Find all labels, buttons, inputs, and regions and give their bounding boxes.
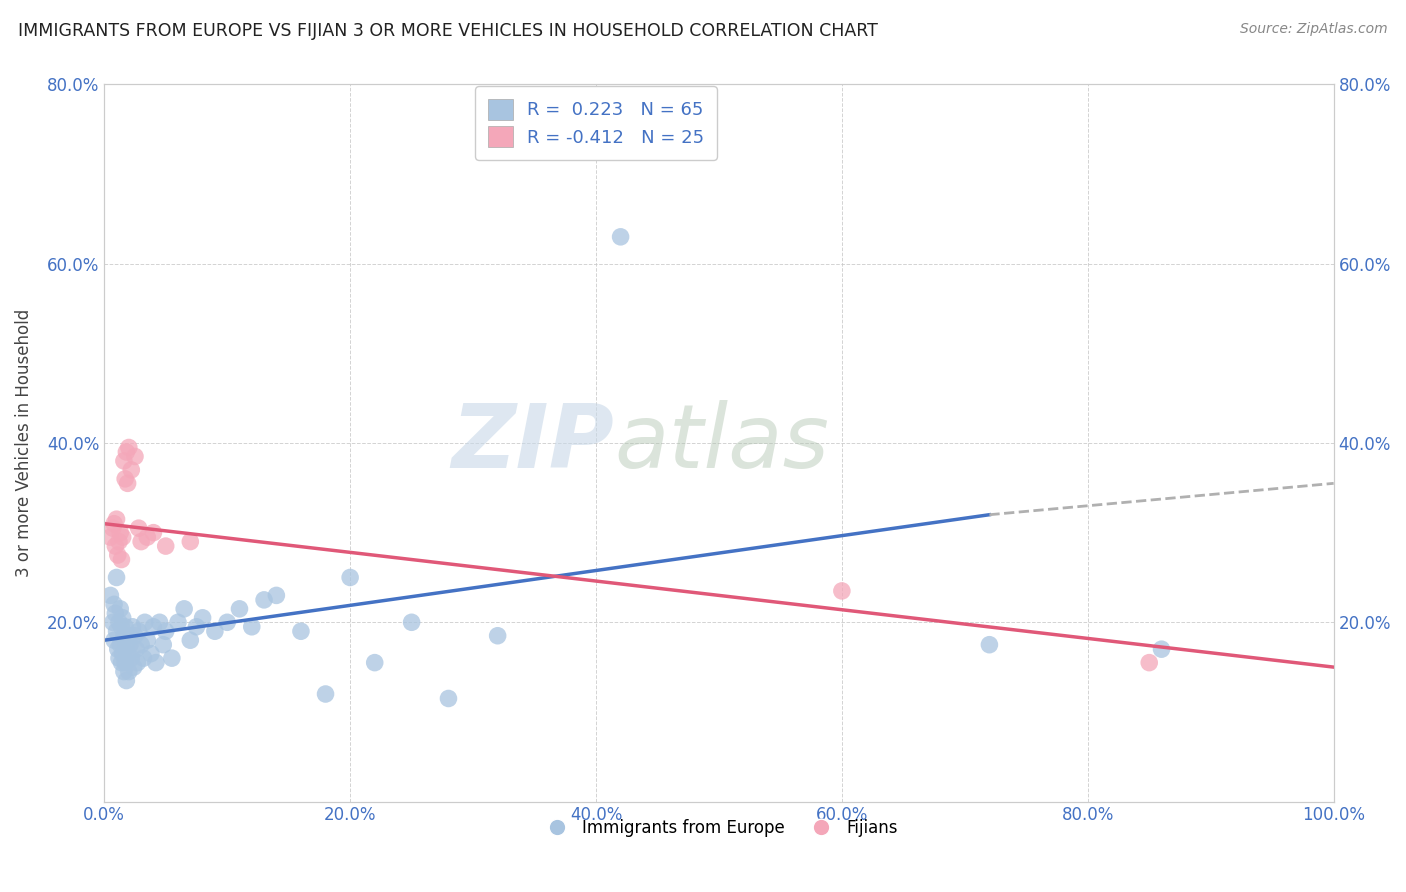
Point [105,512,128,526]
Point [114,620,136,634]
Point [401,615,423,630]
Point [128,521,150,535]
Point [100,530,122,544]
Point [120,651,142,665]
Point [125,642,148,657]
Point [155,539,177,553]
Point [110,552,132,566]
Point [129,638,152,652]
Point [120,463,142,477]
Point [266,588,288,602]
Point [979,638,1001,652]
Point [108,534,131,549]
Point [112,665,135,679]
Point [110,620,132,634]
Point [110,525,132,540]
Point [129,534,152,549]
Point [110,656,132,670]
Point [108,651,131,665]
Legend: Immigrants from Europe, Fijians: Immigrants from Europe, Fijians [533,812,904,844]
Point [160,651,183,665]
Point [228,602,250,616]
Point [290,624,312,639]
Point [437,691,460,706]
Point [152,638,174,652]
Point [124,629,146,643]
Point [117,647,139,661]
Point [155,624,177,639]
Point [118,441,141,455]
Point [134,615,156,630]
Point [315,687,337,701]
Point [111,611,134,625]
Point [145,656,167,670]
Point [107,548,129,562]
Point [173,602,195,616]
Point [364,656,387,670]
Point [103,516,125,531]
Point [111,530,134,544]
Y-axis label: 3 or more Vehicles in Household: 3 or more Vehicles in Household [15,309,32,577]
Point [122,660,145,674]
Point [104,607,127,621]
Point [142,525,165,540]
Point [103,633,125,648]
Point [117,476,139,491]
Point [105,624,128,639]
Point [186,620,208,634]
Point [167,615,190,630]
Point [136,633,159,648]
Text: atlas: atlas [614,400,830,486]
Point [100,588,122,602]
Point [101,521,124,535]
Point [139,647,162,661]
Point [179,534,201,549]
Point [128,624,150,639]
Point [121,620,143,634]
Point [120,638,142,652]
Point [114,472,136,486]
Point [148,615,170,630]
Point [486,629,509,643]
Point [115,673,138,688]
Point [253,593,276,607]
Text: ZIP: ZIP [451,400,614,486]
Point [609,230,631,244]
Point [127,656,149,670]
Point [142,620,165,634]
Point [115,445,138,459]
Point [104,539,127,553]
Point [112,629,135,643]
Point [110,638,132,652]
Point [339,570,361,584]
Point [179,633,201,648]
Point [217,615,239,630]
Point [1137,656,1160,670]
Point [204,624,226,639]
Point [132,651,155,665]
Point [118,665,141,679]
Point [115,638,138,652]
Point [105,570,128,584]
Point [114,656,136,670]
Point [831,583,853,598]
Point [107,642,129,657]
Point [108,615,131,630]
Point [1150,642,1173,657]
Point [111,647,134,661]
Point [118,629,141,643]
Point [103,598,125,612]
Text: Source: ZipAtlas.com: Source: ZipAtlas.com [1240,22,1388,37]
Point [101,615,124,630]
Point [124,450,146,464]
Point [240,620,263,634]
Point [110,602,132,616]
Point [112,454,135,468]
Text: IMMIGRANTS FROM EUROPE VS FIJIAN 3 OR MORE VEHICLES IN HOUSEHOLD CORRELATION CHA: IMMIGRANTS FROM EUROPE VS FIJIAN 3 OR MO… [18,22,879,40]
Point [191,611,214,625]
Point [136,530,159,544]
